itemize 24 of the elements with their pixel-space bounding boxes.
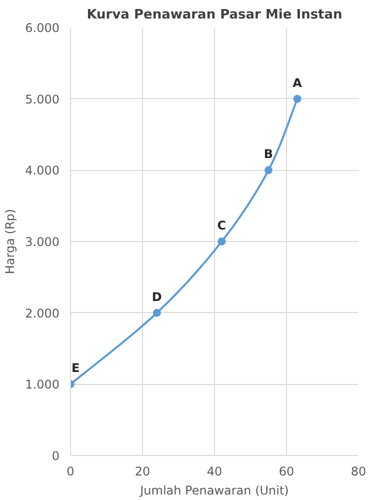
x-tick-label: 20 [134, 464, 150, 478]
point [264, 166, 272, 174]
annotation: C [217, 218, 226, 232]
x-tick-label: 0 [66, 464, 74, 478]
point [293, 94, 302, 103]
chart-title: Kurva Penawaran Pasar Mie Instan [86, 8, 342, 22]
y-axis-title: Harga (Rp) [3, 208, 18, 274]
y-tick-label: 1.000 [25, 378, 60, 392]
x-tick-label: 60 [278, 464, 294, 478]
y-tick-label: 0 [52, 449, 60, 463]
x-tick-label: 80 [350, 464, 366, 478]
point [218, 238, 226, 246]
y-tick-label: 3.000 [25, 235, 60, 249]
x-tick-label: 40 [206, 464, 222, 478]
y-tick-label: 5.000 [25, 92, 60, 106]
annotation: A [292, 76, 303, 90]
annotation: B [264, 147, 274, 162]
point [152, 308, 161, 317]
y-tick-label: 4.000 [25, 164, 60, 178]
y-tick-label: 6.000 [25, 21, 60, 35]
y-tick-label: 2.000 [25, 306, 60, 320]
annotation: D [152, 290, 162, 304]
annotation: E [72, 361, 80, 376]
x-axis-title: Jumlah Penawaran (Unit) [139, 484, 289, 498]
